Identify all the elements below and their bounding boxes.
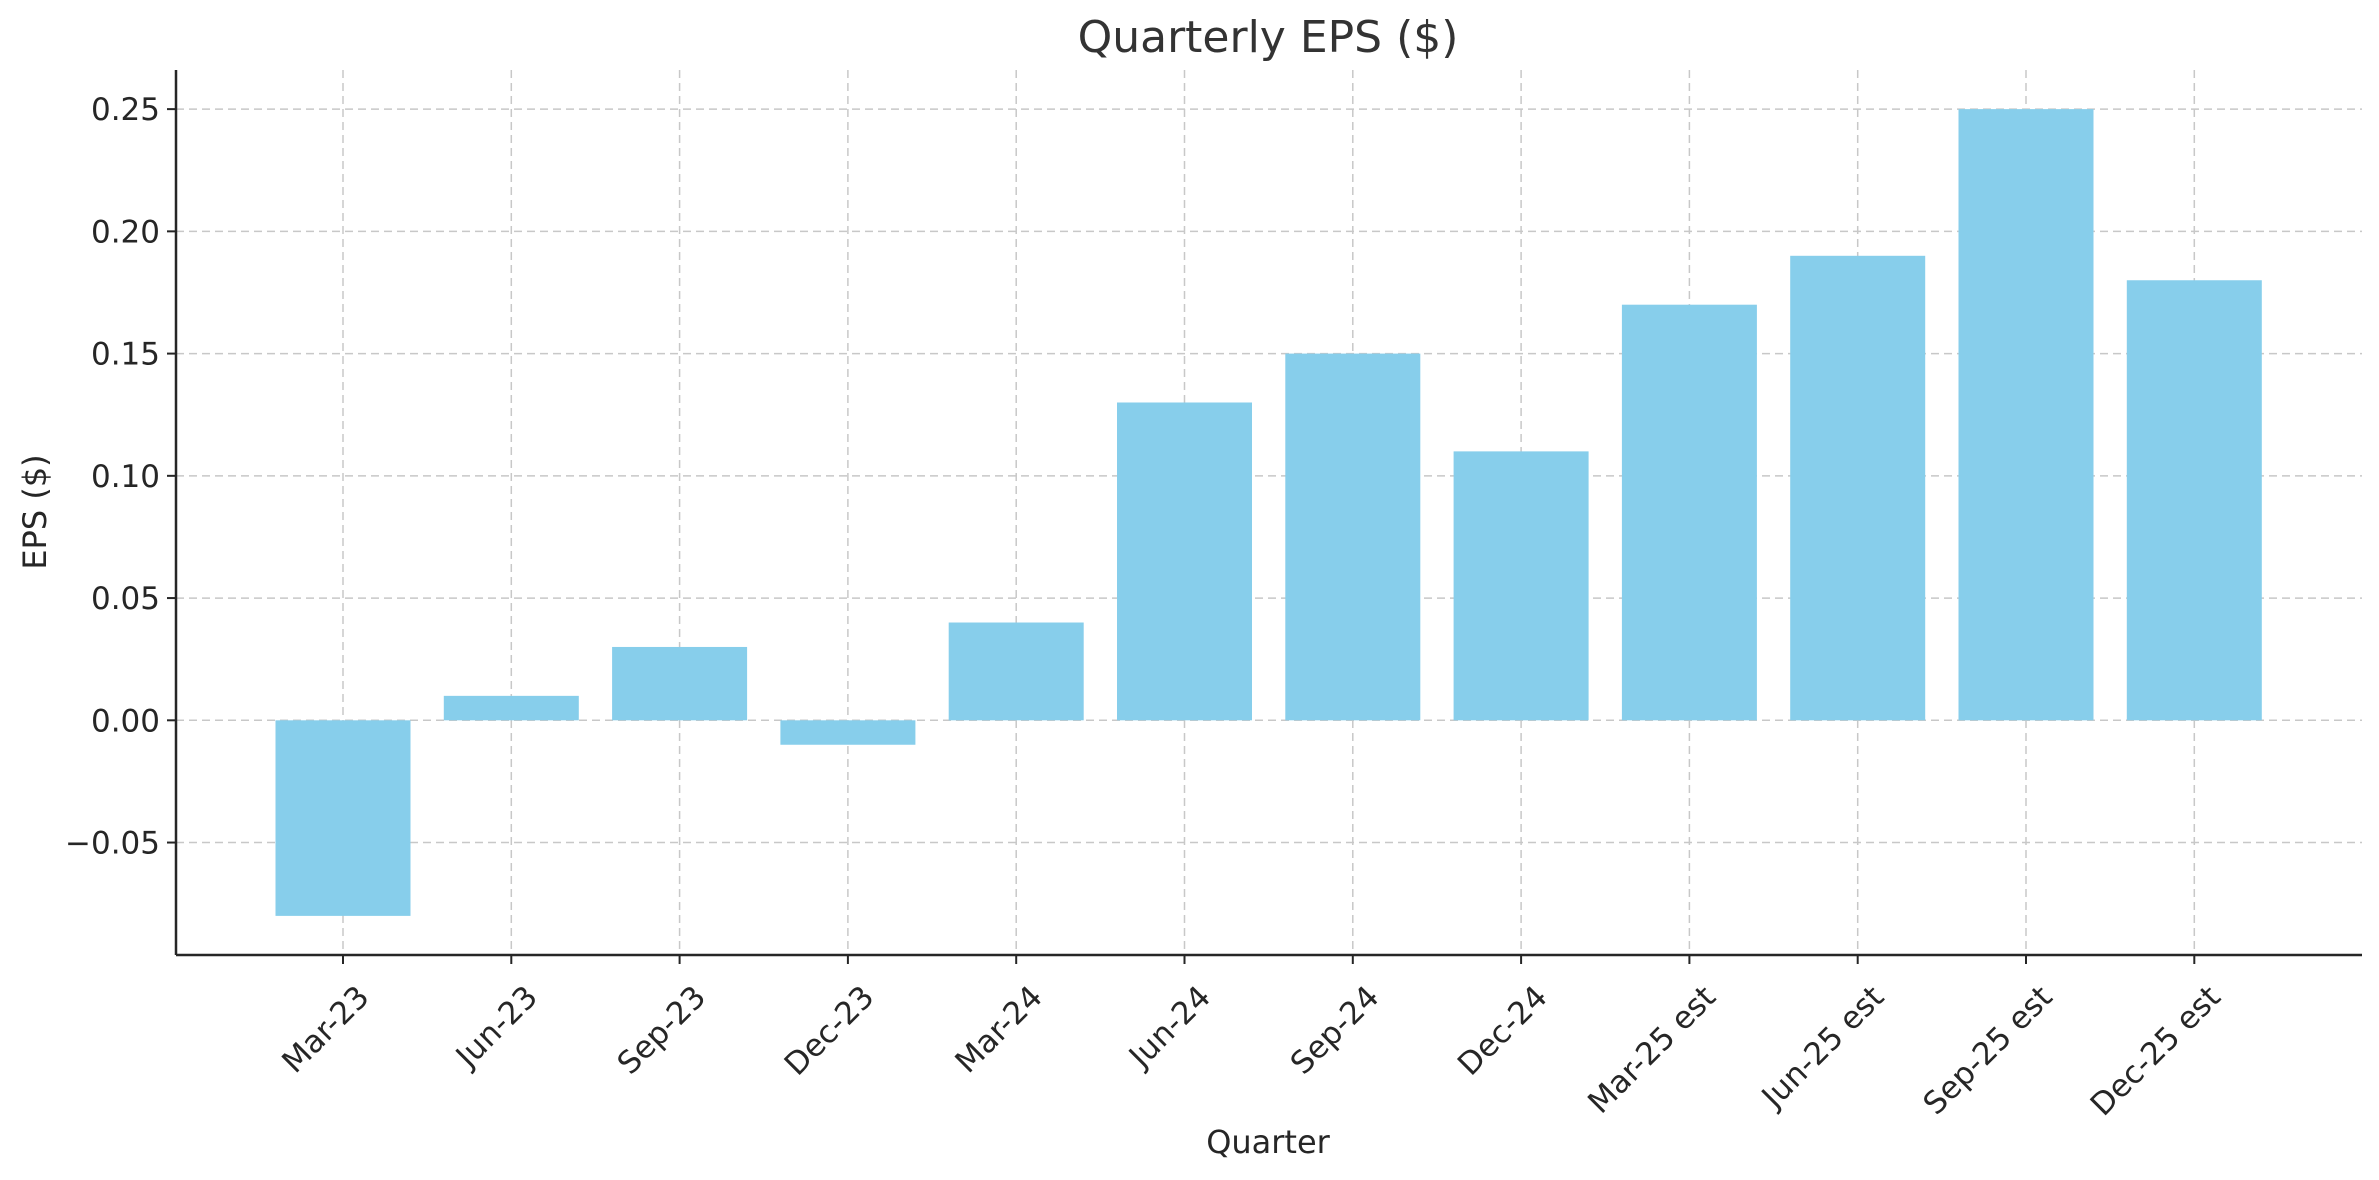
- x-axis-label: Quarter: [1206, 1123, 1330, 1161]
- bar-sep-24: [1285, 353, 1421, 721]
- y-tick-label: 0.15: [91, 337, 160, 373]
- bar-jun-25-est: [1790, 255, 1926, 721]
- y-axis-label: EPS ($): [16, 454, 54, 569]
- bar-mar-24: [948, 622, 1084, 721]
- bar-dec-23: [780, 720, 916, 745]
- bar-dec-25-est: [2126, 280, 2262, 721]
- x-tick-label: Mar-25 est: [1581, 979, 1723, 1121]
- bar-sep-23: [612, 646, 748, 721]
- x-tick-label: Dec-25 est: [2084, 979, 2228, 1123]
- x-tick-label: Mar-23: [275, 979, 376, 1080]
- y-tick-label: 0.25: [91, 92, 160, 128]
- x-tick-label: Dec-23: [778, 979, 882, 1083]
- bar-mar-25-est: [1621, 304, 1757, 721]
- y-tick-label: −0.05: [65, 826, 160, 862]
- y-tick-label: 0.10: [91, 459, 160, 495]
- x-tick-label: Jun-24: [1121, 979, 1218, 1076]
- x-tick-label: Jun-25 est: [1754, 979, 1891, 1116]
- bar-dec-24: [1453, 451, 1589, 721]
- y-tick-label: 0.05: [91, 581, 160, 617]
- x-ticks: Mar-23 Jun-23 Sep-23 Dec-23 Mar-24 Jun-24 Sep-…: [275, 955, 2228, 1123]
- x-tick-label: Sep-25 est: [1916, 979, 2059, 1122]
- x-tick-label: Sep-23: [611, 979, 714, 1082]
- x-tick-label: Jun-23: [448, 979, 545, 1076]
- y-tick-label: 0.00: [91, 703, 160, 739]
- axes: [174, 70, 2362, 957]
- bar-jun-24: [1117, 402, 1252, 721]
- bar-jun-23: [443, 695, 579, 721]
- bars: [275, 109, 2262, 916]
- x-tick-label: Sep-24: [1284, 979, 1387, 1082]
- x-tick-label: Mar-24: [948, 979, 1049, 1080]
- chart-title: Quarterly EPS ($): [1078, 12, 1459, 63]
- y-ticks: −0.05 0.00 0.05 0.10 0.15 0.20 0.25: [65, 92, 176, 862]
- bar-sep-25-est: [1958, 109, 2094, 721]
- bar-mar-23: [275, 720, 411, 916]
- y-tick-label: 0.20: [91, 214, 160, 250]
- x-tick-label: Dec-24: [1451, 979, 1555, 1083]
